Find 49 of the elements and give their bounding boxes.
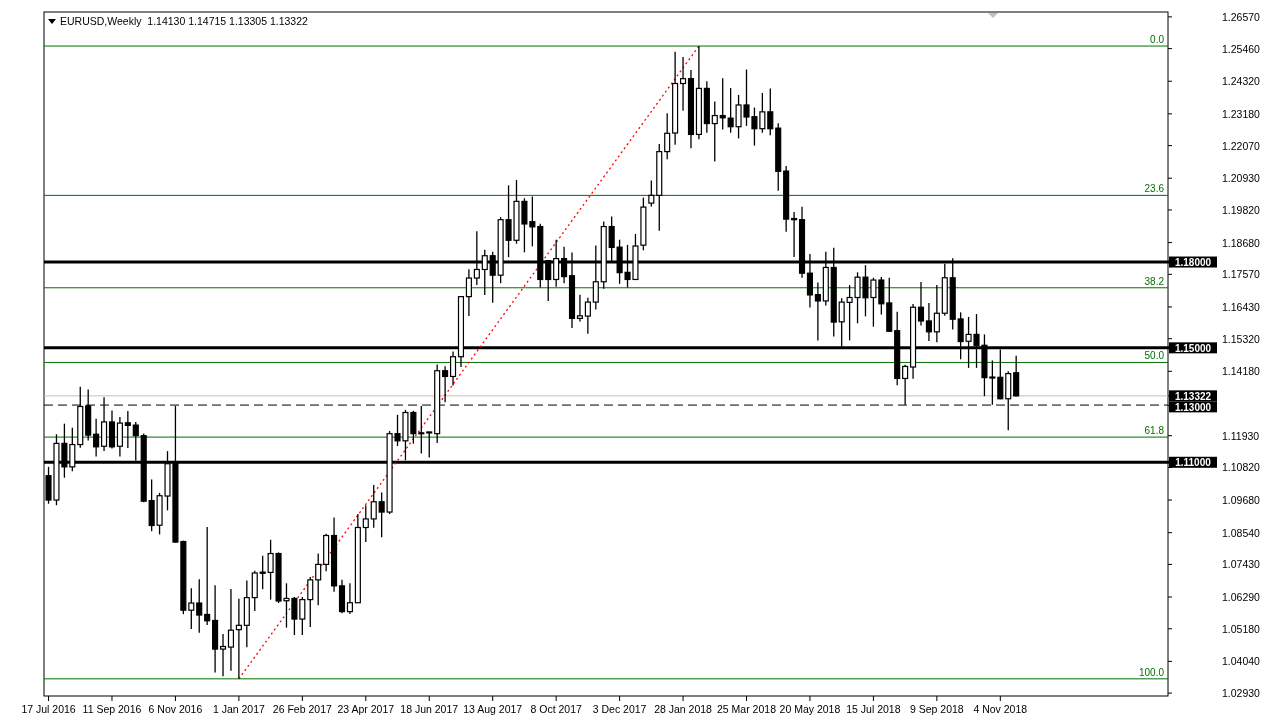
y-tick-label: 1.11930	[1222, 429, 1260, 442]
y-tick-label: 1.17570	[1222, 268, 1261, 281]
ref-line-label: 1.18000	[1174, 256, 1212, 268]
annotation: 23.6	[1144, 183, 1165, 195]
annotation: 0.0	[1150, 34, 1165, 46]
annotation: 38.2	[1144, 275, 1165, 287]
x-tick-label: 1 Jan 2017	[212, 703, 266, 715]
y-tick-label: 1.22070	[1222, 139, 1261, 152]
y-tick-label: 1.25460	[1222, 42, 1261, 55]
y-tick-label: 1.18680	[1222, 236, 1261, 249]
x-tick-label: 25 Mar 2018	[717, 703, 777, 715]
x-tick-label: 23 Apr 2017	[337, 703, 395, 715]
y-tick-label: 1.19820	[1222, 203, 1261, 216]
y-tick-label: 1.14180	[1222, 365, 1261, 378]
y-tick-label: 1.15320	[1222, 332, 1261, 345]
x-tick-label: 13 Aug 2017	[463, 703, 523, 715]
ref-line-label: 1.13000	[1174, 401, 1212, 413]
y-tick-label: 1.09680	[1222, 494, 1261, 507]
y-tick-label: 1.24320	[1222, 75, 1261, 88]
x-tick-label: 6 Nov 2016	[148, 703, 203, 715]
y-tick-label: 1.26570	[1222, 10, 1261, 23]
y-tick-label: 1.08540	[1222, 526, 1261, 539]
y-tick-label: 1.04040	[1222, 655, 1261, 668]
x-tick-label: 15 Jul 2018	[846, 703, 901, 715]
x-tick-label: 26 Feb 2017	[272, 703, 332, 715]
ref-line-label: 1.15000	[1174, 342, 1212, 354]
ref-line-label: 1.11000	[1175, 457, 1212, 469]
x-tick-label: 9 Sep 2018	[910, 703, 964, 715]
x-tick-label: 3 Dec 2017	[592, 703, 647, 715]
ref-line-label: 1.13322	[1174, 390, 1212, 402]
y-tick-label: 1.02930	[1222, 687, 1261, 700]
y-tick-label: 1.07430	[1222, 558, 1261, 571]
x-tick-label: 4 Nov 2018	[973, 703, 1028, 715]
y-tick-label: 1.23180	[1222, 107, 1261, 120]
annotation: 61.8	[1144, 425, 1165, 437]
y-tick-label: 1.05180	[1222, 622, 1261, 635]
x-tick-label: 11 Sep 2016	[82, 703, 142, 715]
annotation: 50.0	[1144, 350, 1165, 362]
annotation: 100.0	[1138, 666, 1165, 678]
y-tick-label: 1.10820	[1222, 461, 1261, 474]
x-tick-label: 20 May 2018	[779, 703, 841, 715]
y-tick-label: 1.16430	[1222, 300, 1261, 313]
x-tick-label: 8 Oct 2017	[530, 703, 582, 715]
chart-title: EURUSD,Weekly 1.14130 1.14715 1.13305 1.13322	[60, 15, 309, 27]
y-tick-label: 1.06290	[1222, 591, 1261, 604]
y-tick-label: 1.20930	[1222, 172, 1261, 185]
x-tick-label: 18 Jun 2017	[400, 703, 459, 715]
x-tick-label: 28 Jan 2018	[654, 703, 713, 715]
x-tick-label: 17 Jul 2016	[21, 703, 76, 715]
